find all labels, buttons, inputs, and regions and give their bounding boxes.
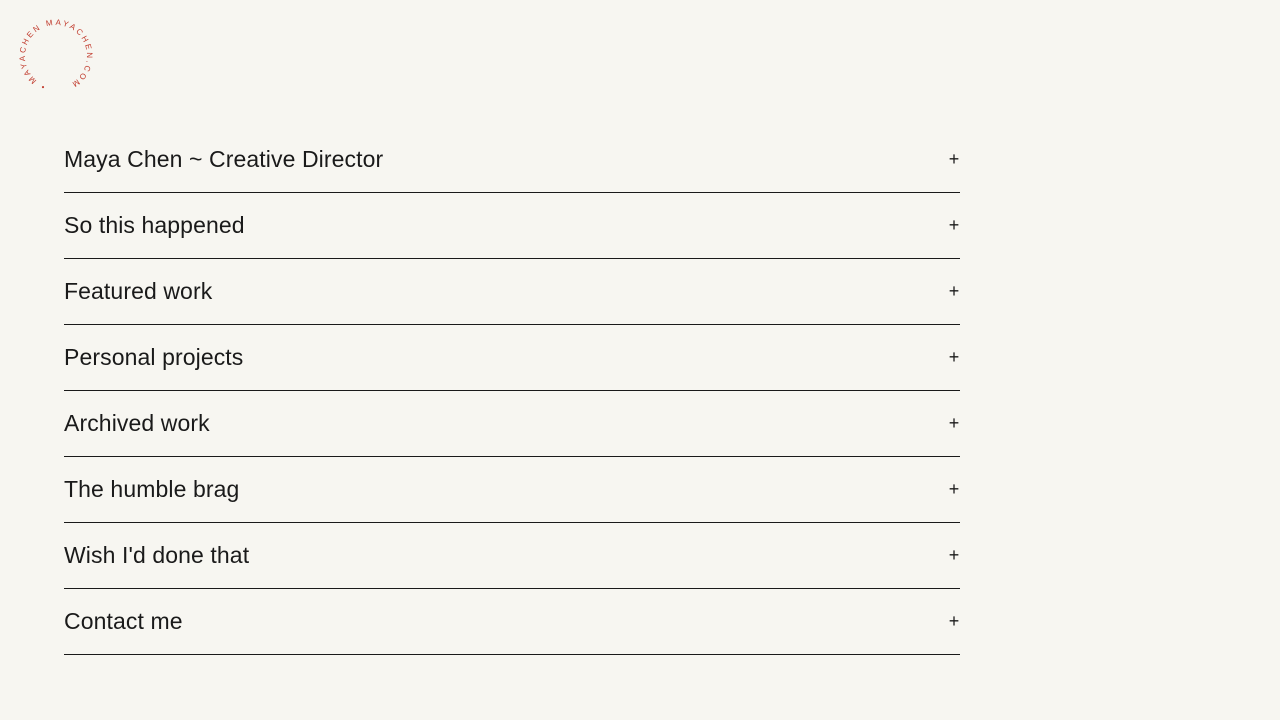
plus-icon[interactable]: + (948, 413, 960, 433)
accordion-item[interactable]: So this happened + (64, 193, 960, 259)
accordion-item-label: Maya Chen ~ Creative Director (64, 146, 384, 172)
accordion-item[interactable]: Maya Chen ~ Creative Director + (64, 127, 960, 193)
accordion-item-label: Contact me (64, 608, 183, 634)
accordion-item-label: Featured work (64, 278, 213, 304)
accordion-item[interactable]: Personal projects + (64, 325, 960, 391)
svg-text:• MAYACHEN MAYACHEN.COM: • MAYACHEN MAYACHEN.COM (16, 16, 96, 96)
accordion-item-label: The humble brag (64, 476, 240, 502)
accordion-item-label: Wish I'd done that (64, 542, 250, 568)
accordion-item[interactable]: Featured work + (64, 259, 960, 325)
plus-icon[interactable]: + (948, 611, 960, 631)
plus-icon[interactable]: + (948, 347, 960, 367)
accordion-list: Maya Chen ~ Creative Director + So this ha… (64, 127, 960, 655)
accordion-item[interactable]: The humble brag + (64, 457, 960, 523)
accordion-item-label: Archived work (64, 410, 210, 436)
accordion-item-label: Personal projects (64, 344, 244, 370)
plus-icon[interactable]: + (948, 149, 960, 169)
accordion-item[interactable]: Contact me + (64, 589, 960, 655)
circular-logo[interactable]: • MAYACHEN MAYACHEN.COM (7, 7, 105, 105)
plus-icon[interactable]: + (948, 479, 960, 499)
logo-text: • MAYACHEN MAYACHEN.COM (7, 7, 105, 105)
plus-icon[interactable]: + (948, 215, 960, 235)
accordion-item[interactable]: Archived work + (64, 391, 960, 457)
accordion-item[interactable]: Wish I'd done that + (64, 523, 960, 589)
plus-icon[interactable]: + (948, 281, 960, 301)
plus-icon[interactable]: + (948, 545, 960, 565)
accordion-item-label: So this happened (64, 212, 245, 238)
